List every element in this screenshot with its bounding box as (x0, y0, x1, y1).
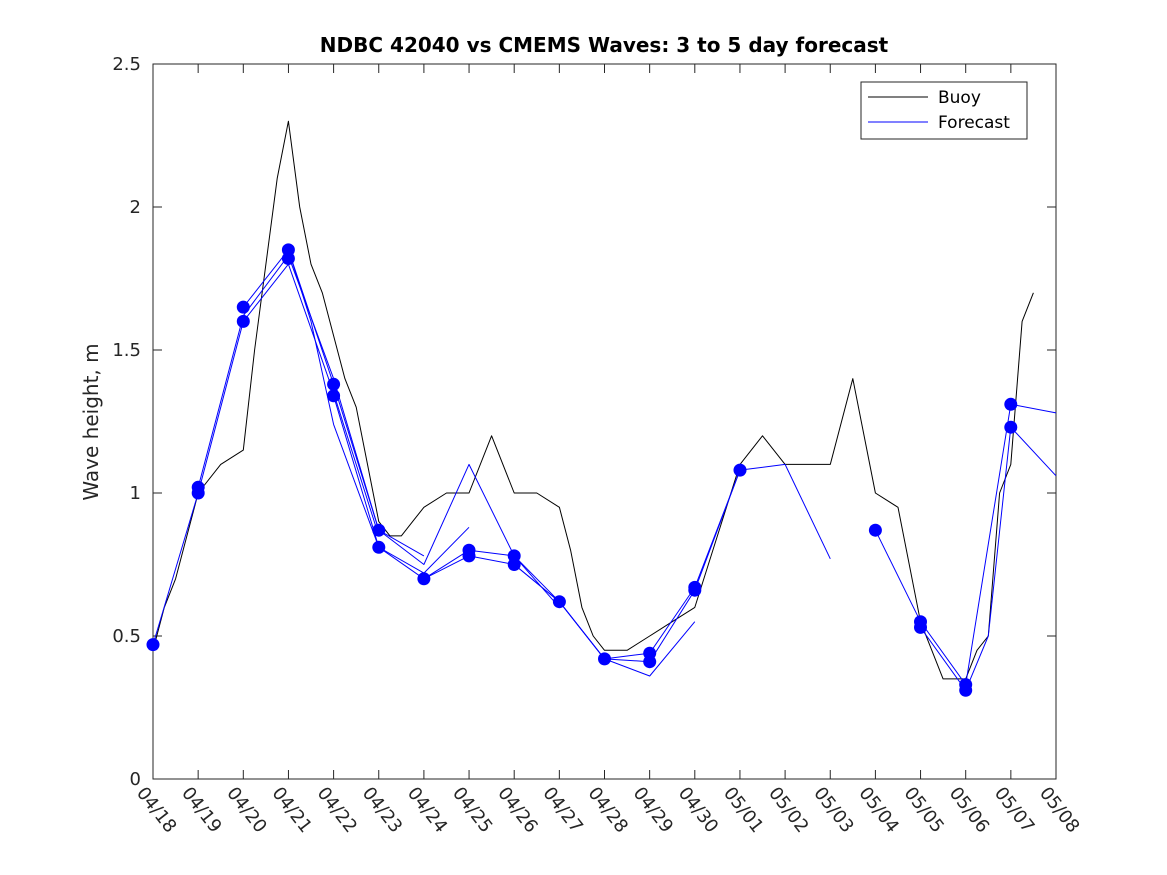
forecast-marker (868, 523, 882, 537)
legend-buoy-label: Buoy (938, 88, 981, 108)
forecast-marker (236, 300, 250, 314)
forecast-line (513, 469, 741, 660)
forecast-marker (1004, 397, 1018, 411)
forecast-marker (959, 683, 973, 697)
forecast-marker (462, 549, 476, 563)
y-tick-label: 2 (130, 197, 141, 218)
forecast-marker (643, 655, 657, 669)
legend-forecast-label: Forecast (938, 113, 1010, 133)
forecast-marker (372, 540, 386, 554)
plot-area (152, 63, 1057, 780)
y-tick-label: 2.5 (112, 54, 141, 75)
forecast-marker (733, 463, 747, 477)
forecast-marker (598, 652, 611, 666)
y-tick-label: 1.5 (112, 340, 141, 361)
forecast-markers (146, 243, 1018, 697)
forecast-marker (688, 583, 702, 597)
legend-box (860, 81, 1028, 140)
y-tick-label: 0.5 (112, 626, 141, 647)
forecast-marker (1004, 420, 1018, 434)
forecast-marker (914, 620, 927, 634)
forecast-marker (372, 523, 386, 537)
forecast-marker (327, 377, 341, 391)
buoy-line (152, 120, 1034, 680)
forecast-marker (327, 389, 341, 403)
y-axis-label: Wave height, m (79, 343, 103, 500)
chart-title: NDBC 42040 vs CMEMS Waves: 3 to 5 day fo… (320, 33, 889, 57)
forecast-line (920, 426, 1057, 691)
forecast-marker (146, 638, 160, 652)
forecast-line (152, 263, 380, 645)
forecast-marker (417, 572, 431, 586)
y-tick-label: 0 (130, 769, 141, 790)
forecast-line (604, 463, 831, 663)
forecast-marker (552, 595, 566, 609)
forecast-marker (191, 486, 205, 500)
forecast-marker (236, 314, 250, 328)
legend: Buoy Forecast (860, 81, 1028, 140)
forecast-marker (507, 558, 521, 571)
forecast-marker (281, 252, 295, 265)
buoy-series (152, 120, 1034, 680)
y-tick-label: 1 (130, 483, 141, 504)
axis-ticks (152, 63, 1057, 780)
